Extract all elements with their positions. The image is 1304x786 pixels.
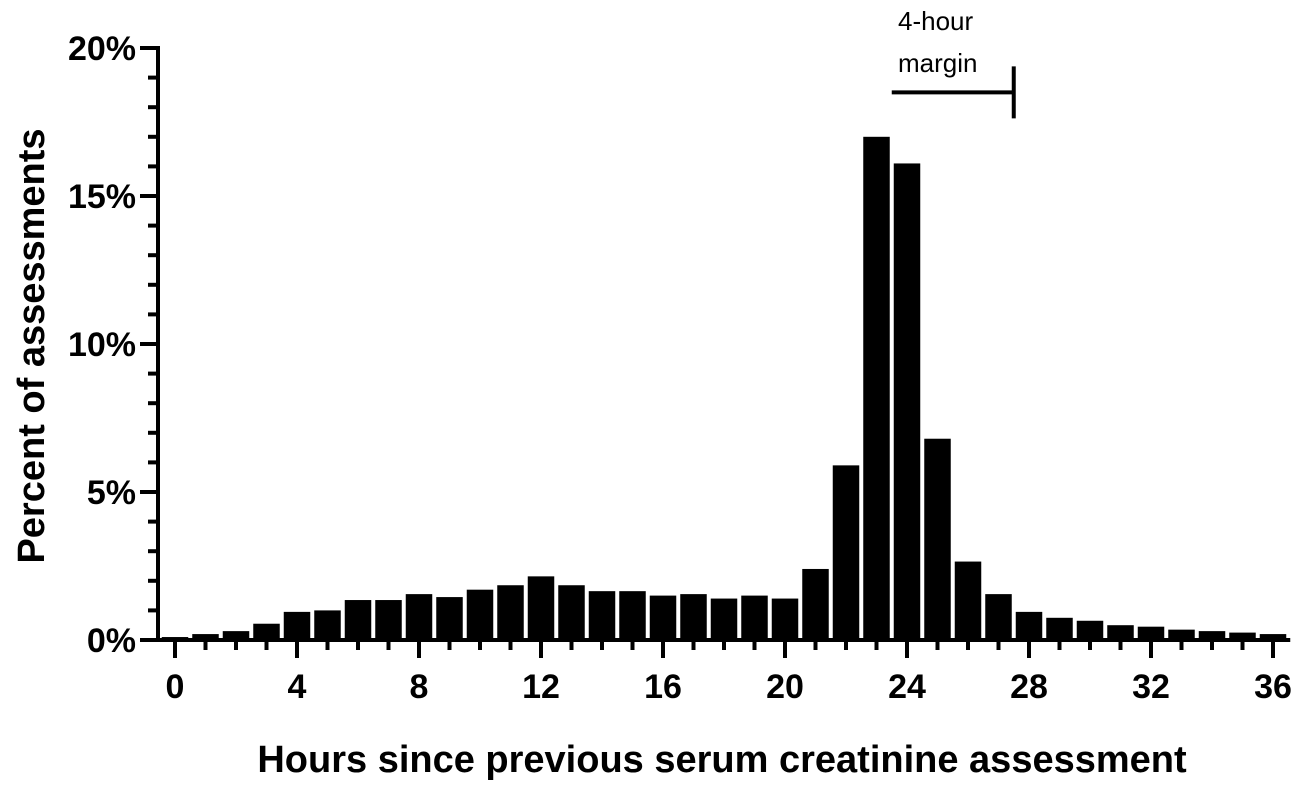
margin-annotation: 4-hour margin <box>891 6 1016 119</box>
bars-group <box>161 136 1287 641</box>
annotation-line1: 4-hour <box>898 6 973 36</box>
bar <box>253 623 280 640</box>
x-tick-label: 32 <box>1132 668 1170 706</box>
x-axis-title: Hours since previous serum creatinine as… <box>257 739 1187 781</box>
bar <box>314 610 341 640</box>
x-tick-label: 24 <box>888 668 926 706</box>
bar <box>192 634 219 640</box>
bar <box>954 561 982 640</box>
x-tick-label: 8 <box>410 668 429 706</box>
bar <box>497 585 524 640</box>
annotation-line2: margin <box>898 48 977 78</box>
y-tick-label: 20% <box>68 30 136 68</box>
x-tick-label: 0 <box>166 668 185 706</box>
axes-group <box>156 46 1291 642</box>
bar <box>649 595 677 640</box>
bar <box>588 591 616 640</box>
bar <box>1198 631 1226 640</box>
bar <box>863 136 890 641</box>
bar <box>344 600 372 640</box>
bar <box>802 568 829 640</box>
bar <box>1229 632 1256 640</box>
bar <box>1259 634 1287 640</box>
bar <box>741 595 768 640</box>
bar <box>832 465 860 640</box>
bar <box>527 576 555 640</box>
bar <box>375 600 402 640</box>
x-tick-label: 4 <box>288 668 307 706</box>
x-tick-label: 20 <box>766 668 804 706</box>
y-tick-label: 0% <box>87 622 136 660</box>
bar <box>1076 620 1104 640</box>
bar <box>1015 611 1043 640</box>
bar <box>558 585 585 640</box>
bar <box>985 594 1012 640</box>
bar <box>1168 629 1195 640</box>
x-tick-label: 36 <box>1254 668 1292 706</box>
y-axis-title: Percent of assessments <box>11 128 53 563</box>
bar <box>1046 617 1073 640</box>
y-tick-label: 10% <box>68 326 136 364</box>
bar <box>893 163 921 640</box>
bar <box>924 438 951 640</box>
bar <box>771 598 799 640</box>
x-tick-label: 16 <box>644 668 682 706</box>
bar <box>405 594 433 640</box>
bar <box>1137 626 1165 640</box>
bar <box>680 594 707 640</box>
ticks-group: 0% 5% 10% 15% 20% 0 4 8 12 16 20 24 28 32 36 <box>68 30 1292 706</box>
bar <box>710 598 738 640</box>
bar <box>466 589 494 640</box>
bar <box>436 597 463 640</box>
bar <box>222 631 250 640</box>
bar <box>1107 625 1134 640</box>
x-tick-label: 12 <box>522 668 560 706</box>
y-tick-label: 15% <box>68 178 136 216</box>
bar <box>619 591 646 640</box>
y-tick-label: 5% <box>87 474 136 512</box>
x-tick-label: 28 <box>1010 668 1048 706</box>
bar <box>283 611 311 640</box>
